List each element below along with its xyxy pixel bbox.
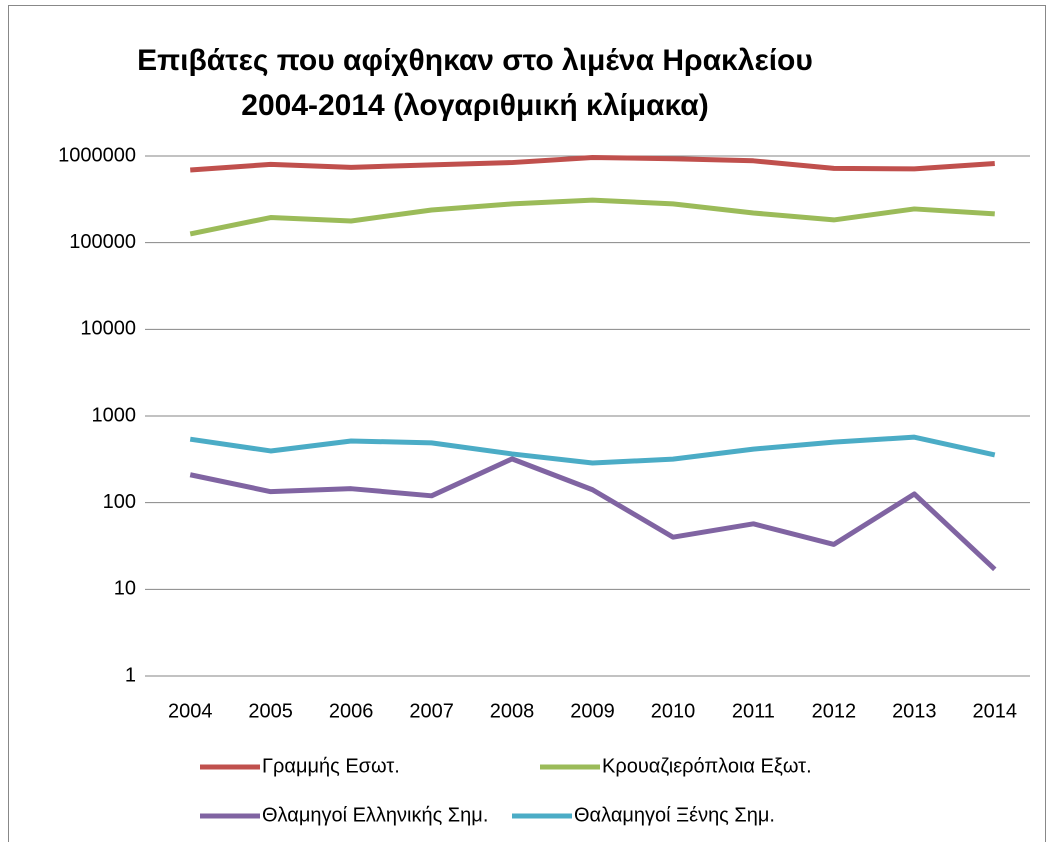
x-tick-label: 2014: [973, 700, 1018, 722]
x-tick-label: 2004: [168, 700, 213, 722]
legend-label: Κρουαζιερόπλοια Εξωτ.: [602, 755, 812, 777]
x-tick-label: 2013: [892, 700, 937, 722]
chart-title: 2004-2014 (λογαριθμική κλίμακα): [241, 89, 708, 122]
series-line: [189, 197, 995, 237]
chart-title: Επιβάτες που αφίχθηκαν στο λιμένα Ηρακλε…: [137, 44, 813, 77]
x-tick-label: 2011: [732, 700, 775, 722]
y-tick-label: 10000: [80, 318, 136, 340]
legend-label: Θλαμηγοί Ελληνικής Σημ.: [262, 804, 488, 826]
x-tick-label: 2006: [329, 700, 374, 722]
x-tick-label: 2009: [570, 700, 615, 722]
y-tick-label: 1000000: [58, 144, 136, 166]
x-tick-label: 2007: [409, 700, 454, 722]
legend-label: Γραμμής Εσωτ.: [262, 755, 400, 777]
x-tick-label: 2012: [812, 700, 857, 722]
y-tick-label: 10: [114, 578, 136, 600]
chart-border: [8, 5, 1046, 842]
y-tick-label: 1: [125, 664, 136, 686]
x-tick-label: 2010: [651, 700, 696, 722]
y-tick-label: 1000: [92, 404, 137, 426]
x-tick-label: 2005: [248, 700, 293, 722]
series-line: [189, 456, 997, 572]
legend-label: Θαλαμηγοί Ξένης Σημ.: [574, 804, 775, 826]
y-tick-label: 100000: [69, 231, 136, 253]
x-tick-label: 2008: [490, 700, 535, 722]
series-line: [190, 155, 995, 173]
series-line: [189, 434, 996, 466]
y-tick-label: 100: [103, 491, 136, 513]
